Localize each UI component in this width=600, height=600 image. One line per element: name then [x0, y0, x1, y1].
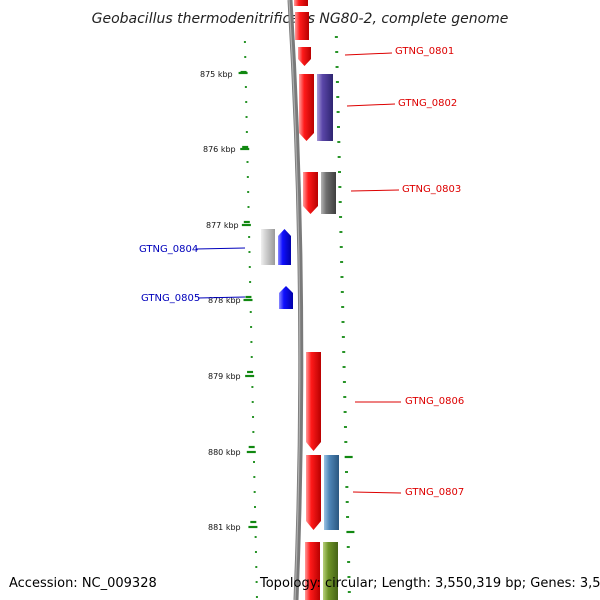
gene-callouts [195, 52, 402, 494]
callout-line [352, 491, 402, 494]
gene-arrow-red[interactable] [305, 542, 320, 600]
callout-line [195, 247, 246, 250]
tick-label: 878 kbp [208, 296, 241, 305]
gene-label-gtng-0806[interactable]: GTNG_0806 [405, 396, 464, 407]
gene-feature-gtng-0807[interactable] [306, 455, 339, 530]
callout-line [344, 52, 393, 56]
gene-label-gtng-0803[interactable]: GTNG_0803 [402, 184, 461, 195]
tick-label: 875 kbp [200, 70, 233, 79]
callout-line [197, 296, 246, 299]
ruler-ticks-left [238, 41, 258, 598]
axis-tick-labels: 875 kbp 876 kbp 877 kbp 878 kbp 879 kbp … [200, 70, 241, 532]
ruler-ticks-right [334, 36, 355, 593]
gene-feature-partial[interactable] [305, 542, 338, 600]
topology-text: Topology: circular; Length: 3,550,319 bp… [259, 576, 600, 591]
gene-arrow-gray[interactable] [321, 172, 336, 214]
gene-label-gtng-0801[interactable]: GTNG_0801 [395, 46, 454, 57]
tick-label: 879 kbp [208, 372, 241, 381]
gene-feature-gtng-0806[interactable] [306, 352, 321, 451]
gene-label-gtng-0802[interactable]: GTNG_0802 [398, 98, 457, 109]
tick-label: 877 kbp [206, 221, 239, 230]
callout-line [350, 189, 400, 192]
tick-label: 880 kbp [208, 448, 241, 457]
accession-text: Accession: NC_009328 [9, 576, 157, 591]
gene-arrow-red[interactable] [294, 0, 308, 6]
gene-arrow-red[interactable] [298, 47, 311, 66]
callout-line [346, 103, 396, 107]
gene-arrow-purple[interactable] [317, 74, 333, 141]
gene-arrow-blue[interactable] [278, 229, 291, 265]
tick-label: 876 kbp [203, 145, 236, 154]
gene-arrow-red[interactable] [299, 74, 314, 141]
tick-label: 881 kbp [208, 523, 241, 532]
gene-arrow-olive[interactable] [323, 542, 338, 600]
gene-arrow-red[interactable] [295, 12, 309, 40]
gene-feature-gtng-0804[interactable] [261, 229, 291, 265]
gene-arrow-light[interactable] [261, 229, 275, 265]
gene-feature-gtng-0802[interactable] [299, 74, 333, 141]
gene-feature-gtng-0803[interactable] [303, 172, 336, 214]
gene-arrow-red[interactable] [306, 352, 321, 451]
gene-label-gtng-0805[interactable]: GTNG_0805 [141, 293, 200, 304]
gene-label-gtng-0807[interactable]: GTNG_0807 [405, 487, 464, 498]
gene-label-gtng-0804[interactable]: GTNG_0804 [139, 244, 198, 255]
gene-arrow-red[interactable] [306, 455, 321, 530]
gene-arrow-red[interactable] [303, 172, 318, 214]
gene-arrow-steelblue[interactable] [324, 455, 339, 530]
gene-feature-gtng-0801[interactable] [294, 0, 311, 66]
gene-labels: GTNG_0801 GTNG_0802 GTNG_0803 GTNG_0804 … [139, 46, 464, 498]
gene-feature-gtng-0805[interactable] [279, 286, 293, 309]
genome-backbone [287, 0, 304, 600]
gene-arrow-blue[interactable] [279, 286, 293, 309]
